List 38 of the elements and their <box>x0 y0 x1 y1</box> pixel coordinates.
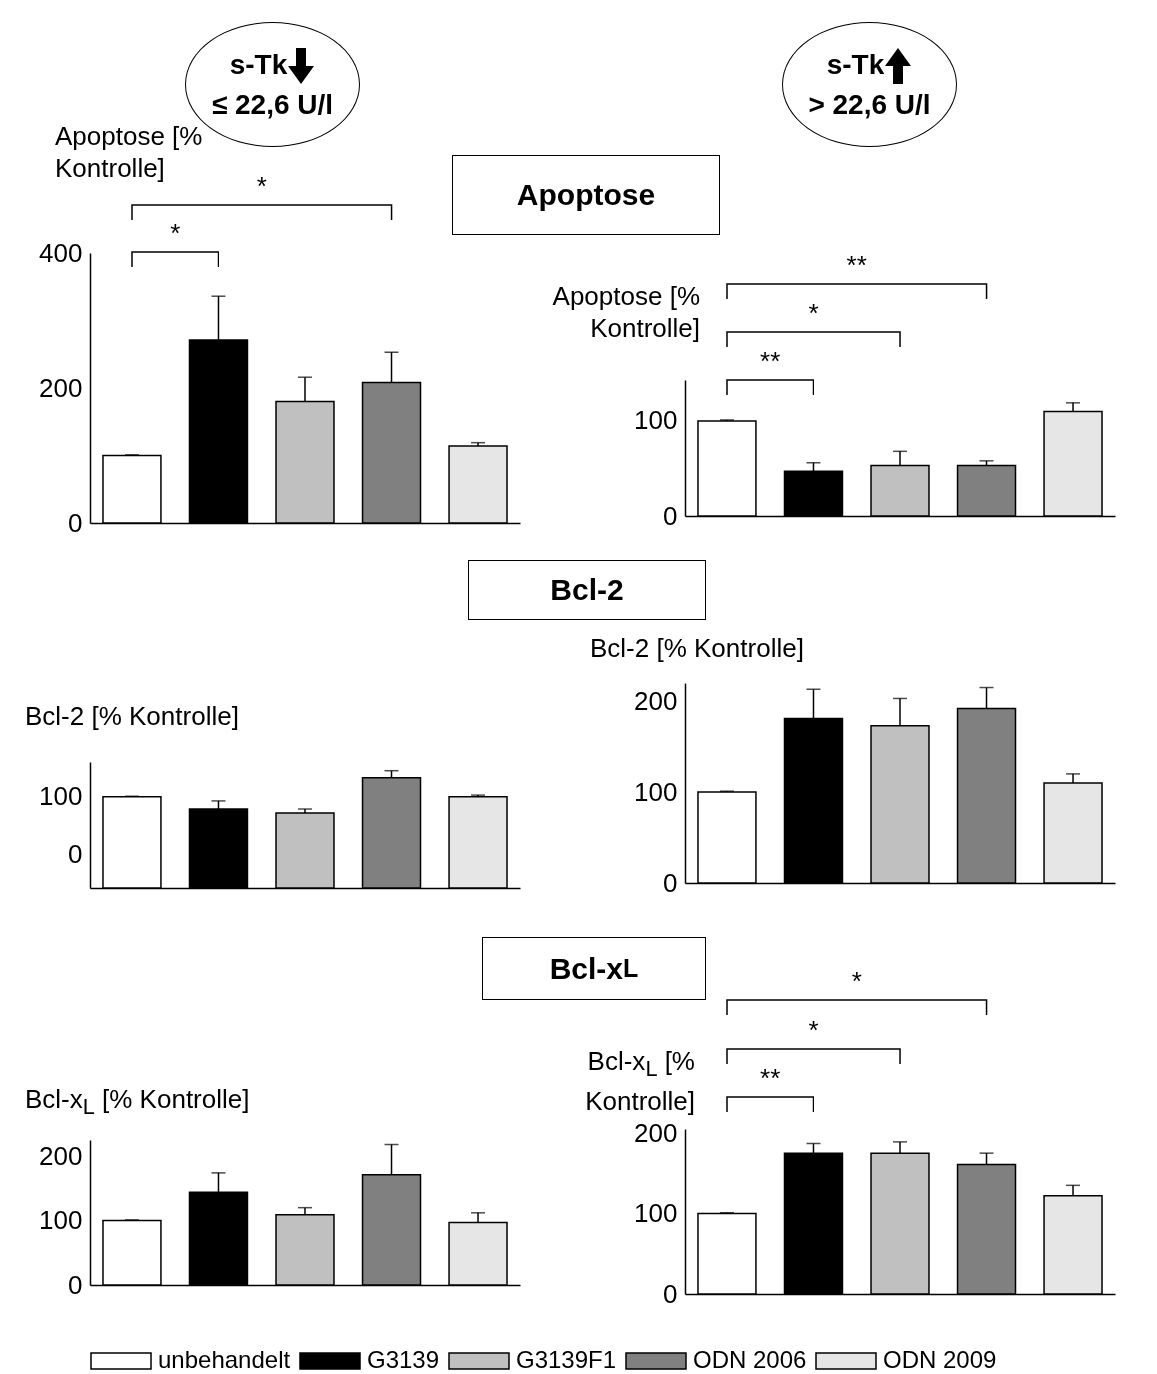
text: ** <box>760 346 781 377</box>
y-tick-label: 0 <box>68 839 83 870</box>
text: * <box>851 966 862 997</box>
y-tick-label: 200 <box>634 1117 678 1148</box>
text: ** <box>846 250 867 281</box>
y-tick-label: 0 <box>68 1269 83 1300</box>
y-tick-label: 200 <box>634 685 678 716</box>
y-tick-label: 0 <box>663 500 678 531</box>
y-axis-title: Apoptose [% Kontrolle] <box>55 120 204 184</box>
legend-label: ODN 2009 <box>883 1346 997 1373</box>
text: * <box>256 171 267 202</box>
y-tick-label: 100 <box>634 1198 678 1229</box>
y-tick-label: 400 <box>39 237 83 268</box>
y-tick-label: 0 <box>663 1278 678 1309</box>
y-axis-title: Bcl-x$_{L}$ [% Kontrolle] <box>584 1045 695 1118</box>
y-axis-title: Apoptose [% Kontrolle] <box>551 280 700 344</box>
y-tick-label: 200 <box>39 372 83 403</box>
chart-title: Bcl-2 <box>468 560 706 620</box>
text: ** <box>760 1063 781 1094</box>
y-axis-title: Bcl-2 [% Kontrolle] <box>590 632 805 664</box>
legend-label: ODN 2006 <box>693 1346 807 1373</box>
oval-frame: s-Tk > 22,6 U/l <box>782 22 957 147</box>
y-tick-label: 100 <box>39 781 83 812</box>
legend-label: G3139F1 <box>516 1346 617 1373</box>
text: * <box>808 298 819 329</box>
legend-label: G3139 <box>367 1346 440 1373</box>
y-axis-title: Bcl-2 [% Kontrolle] <box>25 700 240 732</box>
text: * <box>170 218 181 249</box>
y-tick-label: 0 <box>68 507 83 538</box>
y-tick-label: 0 <box>663 867 678 898</box>
text: * <box>808 1014 819 1046</box>
text: Apoptose <box>452 155 720 235</box>
y-tick-label: 100 <box>634 405 678 436</box>
y-tick-label: 100 <box>634 776 678 807</box>
y-tick-label: 200 <box>39 1140 83 1171</box>
legend-label: unbehandelt <box>158 1346 291 1373</box>
y-tick-label: 100 <box>39 1205 83 1236</box>
y-axis-title: Bcl-x$_{L}$ [% Kontrolle] <box>25 1083 251 1122</box>
